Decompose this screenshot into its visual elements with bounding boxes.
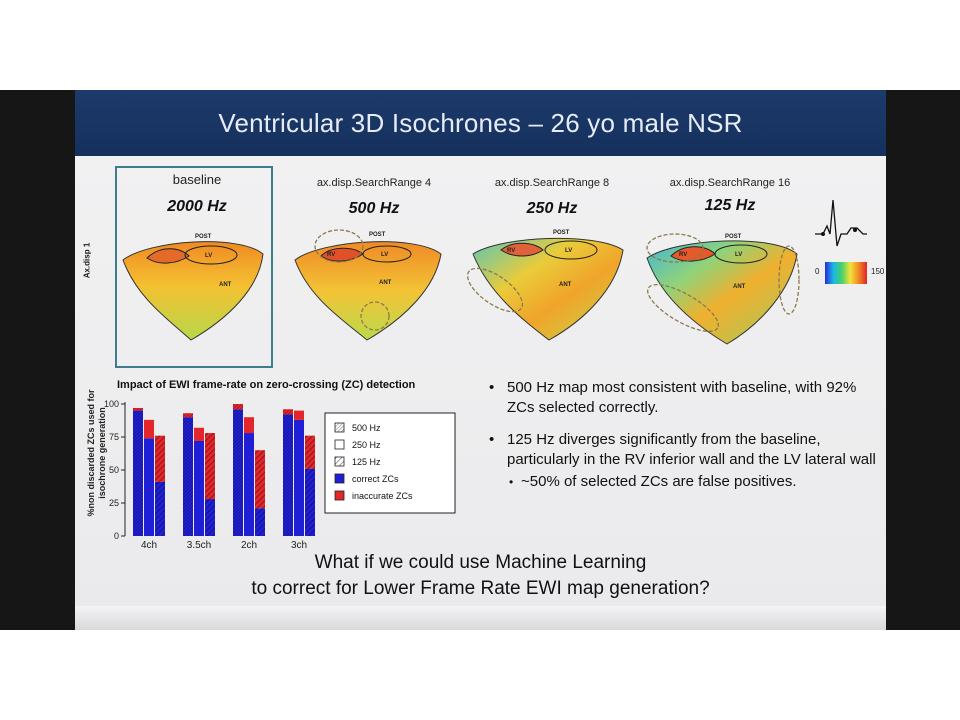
closing-question: What if we could use Machine Learning to… bbox=[75, 550, 886, 602]
slide-title: Ventricular 3D Isochrones – 26 yo male N… bbox=[218, 108, 743, 138]
y-tick-label: 75 bbox=[109, 432, 119, 442]
panel-freq-500: 500 Hz bbox=[348, 200, 400, 217]
panel-freq-125: 125 Hz bbox=[704, 197, 756, 214]
legend-label: 500 Hz bbox=[352, 423, 381, 433]
panel-label-sr8: ax.disp.SearchRange 8 bbox=[494, 177, 610, 189]
bar-correct bbox=[194, 440, 204, 536]
legend-swatch bbox=[334, 490, 345, 501]
bar-inaccurate bbox=[144, 419, 154, 439]
legend-swatch bbox=[334, 439, 345, 450]
bar-hatch bbox=[255, 450, 265, 536]
bar-inaccurate bbox=[194, 427, 204, 441]
y-tick-label: 100 bbox=[104, 399, 119, 409]
svg-text:RV: RV bbox=[507, 248, 515, 254]
panel-freq-baseline: 2000 Hz bbox=[167, 198, 227, 215]
svg-text:RV: RV bbox=[327, 252, 335, 258]
baseline-highlight-box bbox=[115, 166, 273, 368]
bar-hatch bbox=[183, 413, 193, 536]
legend-label: correct ZCs bbox=[352, 474, 399, 484]
finding-sub-bullet: ~50% of selected ZCs are false positives… bbox=[483, 472, 883, 492]
bar-hatch bbox=[155, 435, 165, 536]
svg-text:POST: POST bbox=[553, 230, 570, 236]
y-tick-label: 0 bbox=[114, 531, 119, 541]
legend-box bbox=[324, 412, 456, 514]
legend-swatch-hatch bbox=[335, 457, 344, 466]
bar-hatch bbox=[205, 433, 215, 536]
legend-label: 250 Hz bbox=[352, 440, 381, 450]
panel-freq-250: 250 Hz bbox=[526, 200, 578, 217]
bar-correct bbox=[244, 433, 254, 536]
heart-map-500hz: POST LV RV ANT bbox=[294, 229, 442, 341]
bar-inaccurate bbox=[244, 417, 254, 434]
heart-post-label: POST bbox=[195, 234, 212, 240]
svg-text:POST: POST bbox=[725, 234, 742, 240]
color-scale-min: 0 bbox=[815, 267, 820, 276]
panel-label-baseline: baseline bbox=[172, 172, 222, 187]
heart-ant-label: ANT bbox=[219, 282, 232, 288]
finding-bullet-125hz: 125 Hz diverges significantly from the b… bbox=[483, 430, 883, 470]
x-tick-label: 3ch bbox=[291, 540, 307, 551]
color-scale-bar bbox=[825, 262, 867, 284]
svg-text:ANT: ANT bbox=[379, 280, 392, 286]
svg-text:LV: LV bbox=[381, 252, 388, 258]
finding-bullet-500hz: 500 Hz map most consistent with baseline… bbox=[483, 378, 883, 418]
bar-hatch bbox=[305, 435, 315, 536]
bar-inaccurate bbox=[294, 410, 304, 420]
right-black-band bbox=[886, 90, 960, 630]
legend-label: 125 Hz bbox=[352, 457, 381, 467]
svg-text:LV: LV bbox=[735, 252, 742, 258]
bottom-strip bbox=[75, 606, 886, 630]
left-black-band bbox=[0, 90, 75, 630]
presentation-slide: Ventricular 3D Isochrones – 26 yo male N… bbox=[75, 90, 886, 630]
x-tick-label: 2ch bbox=[241, 540, 257, 551]
svg-text:ANT: ANT bbox=[559, 282, 572, 288]
svg-text:POST: POST bbox=[369, 232, 386, 238]
panel-label-sr4: ax.disp.SearchRange 4 bbox=[316, 177, 432, 189]
panel-label-sr16: ax.disp.SearchRange 16 bbox=[669, 177, 791, 189]
heart-map-125hz: POST LV RV ANT bbox=[646, 233, 800, 345]
svg-text:ANT: ANT bbox=[733, 284, 746, 290]
x-tick-label: 4ch bbox=[141, 540, 157, 551]
ecg-trace-icon bbox=[815, 199, 867, 247]
x-tick-label: 3.5ch bbox=[187, 540, 211, 551]
zc-bar-chart: 0 25 50 75 100 4ch 3.5ch 2ch 3ch 500 Hz 250 Hz 125 … bbox=[104, 399, 456, 551]
heart-map-baseline: POST LV ANT bbox=[122, 234, 264, 341]
bar-correct bbox=[294, 419, 304, 536]
chart-title: Impact of EWI frame-rate on zero-crossin… bbox=[117, 379, 416, 391]
legend-swatch-hatch bbox=[335, 423, 344, 432]
bar-hatch bbox=[133, 407, 143, 536]
y-tick-label: 25 bbox=[109, 498, 119, 508]
findings-list: 500 Hz map most consistent with baseline… bbox=[483, 378, 883, 492]
bar-hatch bbox=[233, 404, 243, 536]
bar-hatch bbox=[283, 409, 293, 536]
question-line-1: What if we could use Machine Learning bbox=[314, 552, 647, 573]
heart-map-250hz: POST LV RV ANT bbox=[466, 230, 624, 341]
title-bar: Ventricular 3D Isochrones – 26 yo male N… bbox=[75, 90, 886, 156]
svg-text:RV: RV bbox=[679, 252, 687, 258]
y-tick-label: 50 bbox=[109, 465, 119, 475]
bar-correct bbox=[144, 438, 154, 536]
legend-swatch bbox=[334, 473, 345, 484]
legend-label: inaccurate ZCs bbox=[352, 491, 413, 501]
svg-text:LV: LV bbox=[565, 248, 572, 254]
heart-lv-label: LV bbox=[205, 253, 212, 259]
question-line-2: to correct for Lower Frame Rate EWI map … bbox=[251, 578, 710, 599]
color-scale-max: 150 m bbox=[871, 267, 886, 276]
axis-disp-label: Ax.disp 1 bbox=[82, 242, 92, 279]
